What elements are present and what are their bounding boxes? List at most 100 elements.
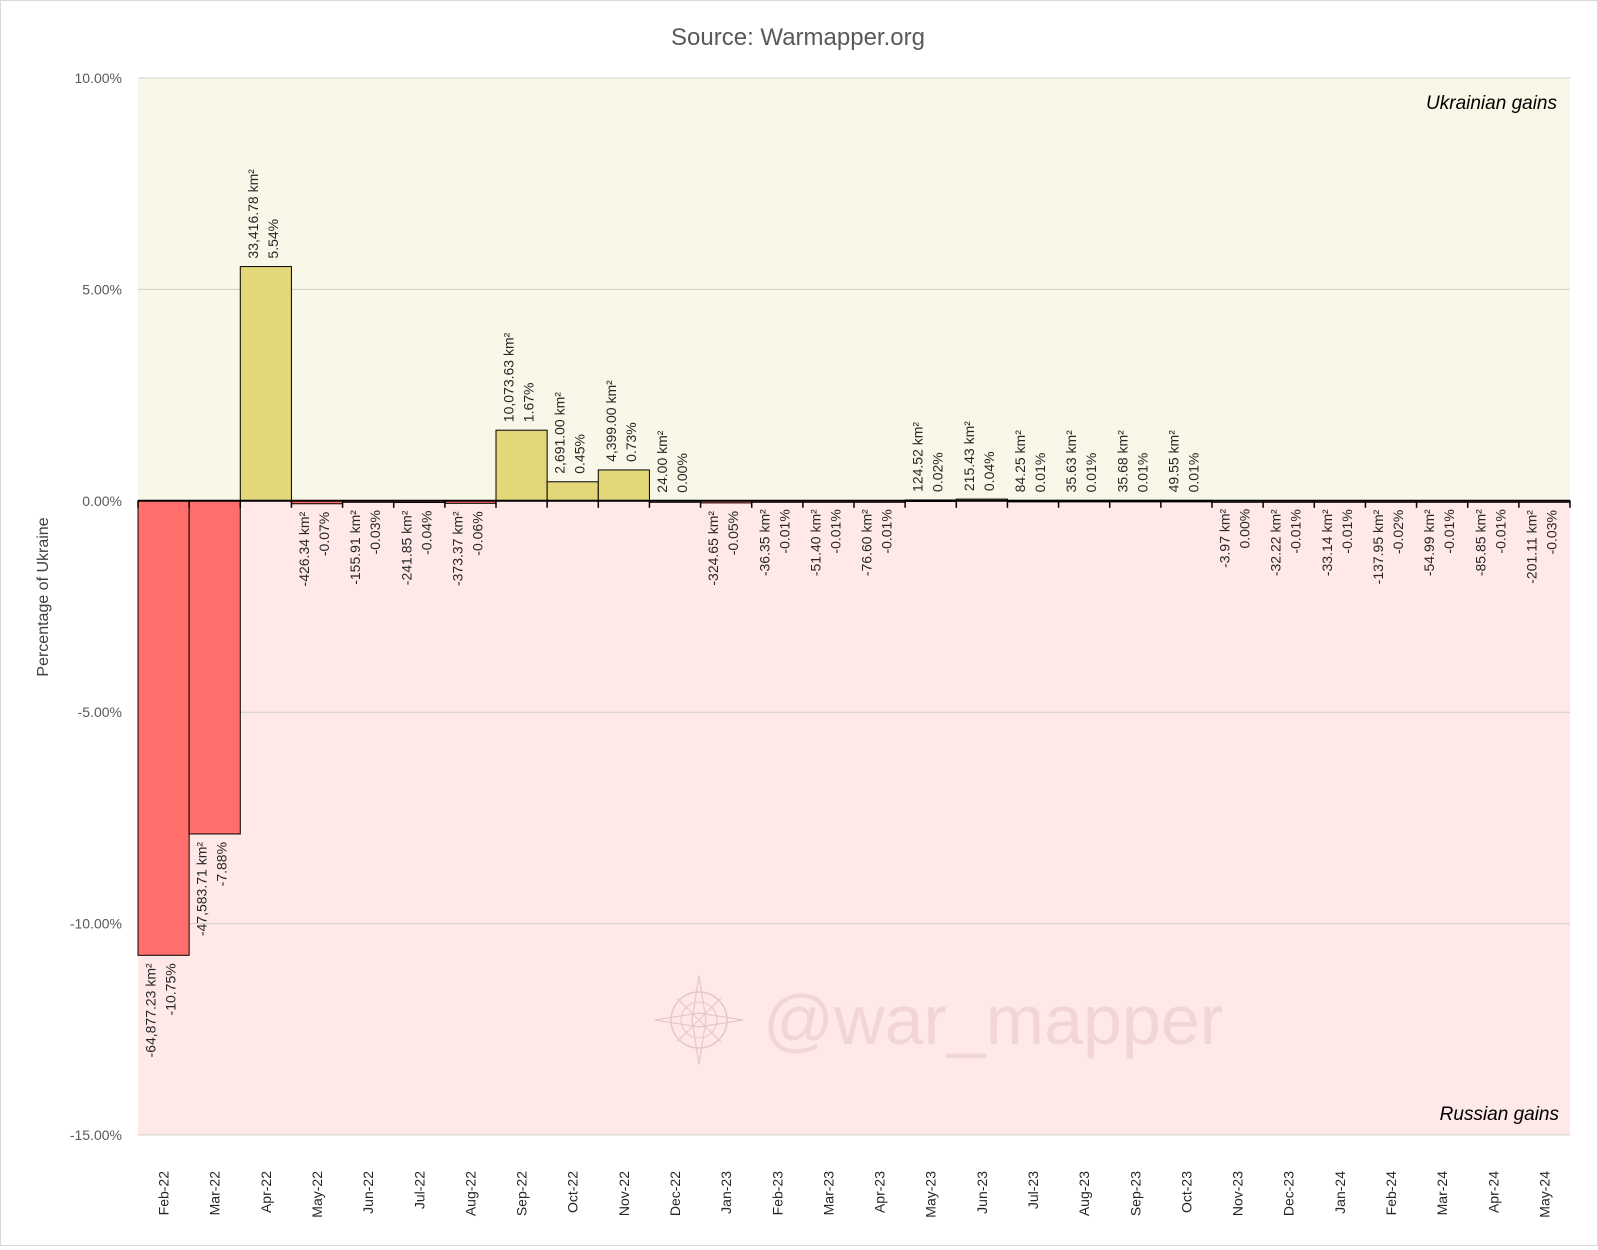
bar-percent-label: -0.01%	[1441, 509, 1457, 553]
bar-area-label: 33,416.78 km²	[245, 169, 261, 259]
bar-percent-label: 0.02%	[930, 452, 946, 492]
gridlines	[138, 77, 1570, 1136]
x-category-label: Apr-22	[258, 1171, 274, 1213]
bar-area-label: 24.00 km²	[654, 430, 670, 493]
x-category-label: Feb-24	[1383, 1171, 1399, 1216]
compass-needle-vertical	[691, 975, 707, 1065]
bar-area-label: -155.91 km²	[347, 510, 363, 585]
bar-percent-label: -0.01%	[1288, 509, 1304, 553]
x-category-label: Jan-23	[718, 1171, 734, 1214]
bar-sep-22	[495, 429, 548, 502]
chart-title: Source: Warmapper.org	[671, 24, 925, 51]
x-category-label: May-22	[309, 1171, 325, 1218]
bar-percent-label: 0.00%	[1237, 509, 1253, 549]
x-category-label: Dec-23	[1281, 1171, 1297, 1216]
x-category-label: May-23	[923, 1171, 939, 1218]
bar-percent-label: 0.01%	[1032, 453, 1048, 493]
x-category-label: Jun-22	[360, 1171, 376, 1214]
bar-area-label: -32.22 km²	[1268, 509, 1284, 576]
bar-area-label: 124.52 km²	[910, 422, 926, 492]
y-tick-label: -15.00%	[70, 1127, 122, 1143]
axes: 10.00% 5.00% 0.00% -5.00% -10.00% -15.00% Feb-…	[70, 70, 1571, 1218]
compass-ring	[670, 991, 728, 1049]
bar-percent-label: -0.01%	[776, 509, 792, 553]
bar-area-label: -201.11 km²	[1523, 510, 1539, 584]
bar-percent-label: -0.03%	[1543, 510, 1559, 554]
x-category-label: Sep-23	[1127, 1171, 1143, 1216]
background-zones	[138, 78, 1570, 1135]
x-category-label: Apr-23	[872, 1171, 888, 1213]
bar-oct-22	[546, 481, 599, 502]
compass-diagonals	[676, 997, 722, 1043]
bar-percent-label: 0.00%	[674, 453, 690, 493]
x-category-label: May-24	[1536, 1171, 1552, 1218]
x-category-label: Feb-22	[156, 1171, 172, 1216]
bar-nov-22	[597, 469, 650, 502]
russian-gains-label: Russian gains	[1440, 1104, 1560, 1125]
watermark-handle: @war_mapper	[763, 981, 1223, 1059]
x-category-label: Dec-22	[667, 1171, 683, 1216]
bar-area-label: -3.97 km²	[1217, 508, 1233, 567]
bar-area-label: 35.63 km²	[1063, 430, 1079, 493]
y-tick-label: -5.00%	[78, 704, 122, 720]
bar-percent-label: -0.06%	[469, 511, 485, 555]
bar-area-label: 4,399.00 km²	[603, 380, 619, 462]
x-category-label: Mar-22	[207, 1171, 223, 1216]
bar-area-label: -36.35 km²	[756, 509, 772, 576]
bar-area-label: 10,073.63 km²	[501, 332, 517, 422]
bar-percent-label: -0.04%	[418, 510, 434, 554]
bar-percent-label: -7.88%	[214, 842, 230, 886]
bar-area-label: 2,691.00 km²	[552, 392, 568, 474]
x-category-label: Mar-24	[1434, 1171, 1450, 1216]
bar-area-label: 215.43 km²	[961, 421, 977, 491]
bar-percent-label: -0.03%	[367, 510, 383, 554]
watermark: @war_mapper	[654, 975, 1223, 1065]
y-tick-label: -10.00%	[70, 916, 122, 932]
bar-area-label: -51.40 km²	[807, 509, 823, 576]
x-category-label: Sep-22	[514, 1171, 530, 1216]
bar-percent-label: -0.02%	[1390, 510, 1406, 554]
bar-area-label: -426.34 km²	[296, 511, 312, 586]
bar-percent-label: 0.04%	[981, 451, 997, 491]
bar-percent-label: 0.01%	[1083, 453, 1099, 493]
x-category-label: Nov-23	[1230, 1171, 1246, 1216]
x-category-label: Feb-23	[769, 1171, 785, 1216]
bar-percent-label: -0.05%	[725, 511, 741, 555]
bar-percent-label: -0.01%	[827, 509, 843, 553]
data-labels: -64,877.23 km² -10.75% -47,583.71 km² -7.88…	[143, 169, 1560, 1058]
x-category-label: Jan-24	[1332, 1171, 1348, 1214]
y-tick-label: 10.00%	[75, 70, 122, 86]
bar-area-label: -47,583.71 km²	[194, 842, 210, 936]
bar-area-label: -137.95 km²	[1370, 509, 1386, 584]
bar-percent-label: -0.01%	[1492, 509, 1508, 553]
bar-percent-label: 0.01%	[1185, 453, 1201, 493]
bar-percent-label: -0.07%	[316, 512, 332, 556]
bar-feb-22	[137, 500, 190, 956]
bar-percent-label: 5.54%	[265, 219, 281, 259]
bar-area-label: -64,877.23 km²	[143, 963, 159, 1057]
x-category-label: Nov-22	[616, 1171, 632, 1216]
bar-area-label: 84.25 km²	[1012, 430, 1028, 493]
bar-percent-label: 0.45%	[572, 434, 588, 474]
russian-gains-zone	[138, 500, 1570, 1135]
bar-area-label: 49.55 km²	[1165, 430, 1181, 493]
x-category-label: Apr-24	[1485, 1171, 1501, 1213]
compass-rose-icon	[654, 975, 744, 1065]
bar-area-label: -241.85 km²	[398, 510, 414, 585]
x-category-label: Oct-23	[1178, 1171, 1194, 1213]
x-category-label: Oct-22	[565, 1171, 581, 1213]
bar-apr-22	[239, 266, 292, 502]
bar-area-label: -33.14 km²	[1319, 509, 1335, 576]
compass-needle-horizontal	[654, 1012, 744, 1028]
compass-inner-ring	[680, 1001, 718, 1039]
bar-area-label: -54.99 km²	[1421, 509, 1437, 576]
y-tick-label: 5.00%	[82, 281, 122, 297]
bar-percent-label: 1.67%	[521, 382, 537, 422]
y-axis-title: Percentage of Ukraine	[35, 517, 52, 676]
x-category-label: Aug-22	[462, 1171, 478, 1216]
bar-percent-label: 0.01%	[1134, 453, 1150, 493]
bar-percent-label: 0.73%	[623, 422, 639, 462]
bar-area-label: 35.68 km²	[1114, 430, 1130, 493]
